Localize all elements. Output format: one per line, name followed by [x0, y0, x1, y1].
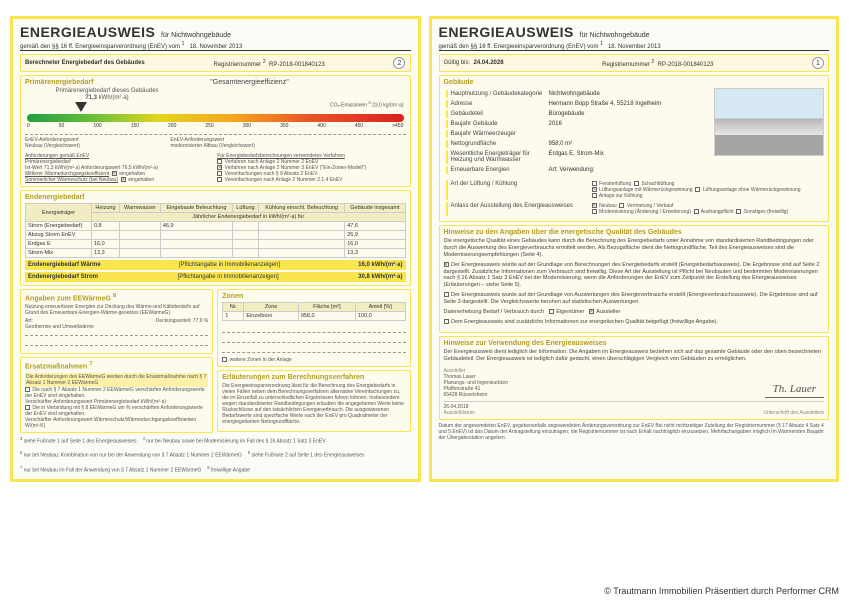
- page-1: ENERGIEAUSWEIS für Nichtwohngebäude gemä…: [429, 16, 840, 482]
- footnotes: Datum der angewendeten EnEV, gegebenenfa…: [439, 423, 830, 441]
- primary-value: 71,3: [85, 95, 97, 101]
- building-section: Gebäude Hauptnutzung / GebäudekategorieN…: [439, 75, 830, 222]
- end-energy-section: Endenergiebedarf EnergieträgerHeizungWar…: [20, 190, 411, 286]
- page-number: 1: [812, 57, 824, 69]
- doc-subtitle: für Nichtwohngebäude: [580, 32, 650, 39]
- explanation-body: Die Energieeinsparverordnung lässt für d…: [222, 383, 405, 425]
- doc-subtitle: für Nichtwohngebäude: [161, 32, 231, 39]
- efficiency-head: "Gesamtenergieeffizienz": [210, 79, 288, 86]
- checkbox-icon: [217, 159, 222, 164]
- valid-date: 24.04.2028: [474, 60, 504, 66]
- building-photo: [714, 88, 824, 156]
- arrow-icon: [75, 102, 87, 112]
- regulation-date: 18. November 2013: [189, 44, 242, 50]
- usage-hints-head: Hinweise zur Verwendung des Energieauswe…: [444, 340, 825, 347]
- regnum-label: Registriernummer: [214, 62, 262, 68]
- arrow-label: Primärenergiebedarf dieses Gebäudes: [47, 88, 167, 95]
- checkbox-icon: [121, 177, 126, 182]
- explanation-head: Erläuterungen zum Berechnungsverfahren: [222, 374, 405, 381]
- summary-heat: Endenergiebedarf Wärme [Pflichtangabe in…: [25, 260, 406, 270]
- valid-label: Gültig bis:: [444, 60, 471, 66]
- explanation-section: Erläuterungen zum Berechnungsverfahren D…: [217, 370, 410, 432]
- end-energy-table: EnergieträgerHeizungWarmwasserEingebaute…: [25, 203, 406, 258]
- computed-demand-label: Berechneter Energiebedarf des Gebäudes: [25, 60, 145, 66]
- ventilation-table: Art der Lüftung / Kühlung Fensterlüftung…: [444, 178, 825, 218]
- building-head: Gebäude: [444, 79, 825, 86]
- building-table: Hauptnutzung / GebäudekategorieNichtwohn…: [444, 88, 711, 176]
- eewarme-section: Angaben zum EEWärmeG 8 Nutzung erneuerba…: [20, 289, 213, 354]
- ersatz-section: Ersatzmaßnahmen 7 Die Anforderungen des …: [20, 357, 213, 432]
- regnum-value: RP-2018-001840123: [269, 62, 325, 68]
- summary-power: Endenergiebedarf Strom [Pflichtangabe in…: [25, 272, 406, 282]
- registration-row: Berechneter Energiebedarf des Gebäudes R…: [20, 54, 411, 72]
- zones-table: Nr.ZoneFläche [m²]Anteil [%]1Einzelbüro9…: [222, 302, 405, 321]
- page-2: ENERGIEAUSWEIS für Nichtwohngebäude gemä…: [10, 16, 421, 482]
- document-container: ENERGIEAUSWEIS für Nichtwohngebäude gemä…: [0, 0, 849, 490]
- page-number: 2: [393, 57, 405, 69]
- quality-hints-section: Hinweise zu den Angaben über die energet…: [439, 225, 830, 333]
- checkbox-icon: [217, 177, 222, 182]
- primary-energy-section: Primärenergiebedarf "Gesamtenergieeffizi…: [20, 75, 411, 187]
- quality-hints-head: Hinweise zu den Angaben über die energet…: [444, 229, 825, 236]
- doc-title: ENERGIEAUSWEIS: [20, 24, 155, 40]
- checkbox-icon: [217, 171, 222, 176]
- checkbox-icon: [444, 292, 449, 297]
- checkbox-icon: [112, 171, 117, 176]
- zones-section: Zonen Nr.ZoneFläche [m²]Anteil [%]1Einze…: [217, 289, 410, 367]
- signature: Th. Lauer: [765, 383, 824, 398]
- doc-title: ENERGIEAUSWEIS: [439, 24, 574, 40]
- zones-head: Zonen: [222, 293, 405, 300]
- checkbox-icon: [217, 165, 222, 170]
- checkbox-icon: [444, 262, 449, 267]
- regulation-text: gemäß den §§ 16 ff. Energieeinsparverord…: [20, 44, 180, 50]
- usage-hints-section: Hinweise zur Verwendung des Energieauswe…: [439, 336, 830, 421]
- energy-scale-bar: Primärenergiebedarf dieses Gebäudes 71,3…: [27, 102, 404, 130]
- page-title: ENERGIEAUSWEIS für Nichtwohngebäude gemä…: [439, 24, 830, 51]
- primary-head: Primärenergiebedarf: [25, 79, 93, 86]
- copyright-credit: © Trautmann Immobilien Präsentiert durch…: [604, 586, 839, 596]
- registration-row: Gültig bis: 24.04.2028 Registriernummer …: [439, 54, 830, 72]
- page-title: ENERGIEAUSWEIS für Nichtwohngebäude gemä…: [20, 24, 411, 51]
- scale-ticks: 050100150200250300350400450>450: [27, 123, 404, 129]
- end-energy-head: Endenergiebedarf: [25, 194, 406, 201]
- regnum-value: RP-2018-001840123: [658, 62, 714, 68]
- energy-spectrum: [27, 114, 404, 122]
